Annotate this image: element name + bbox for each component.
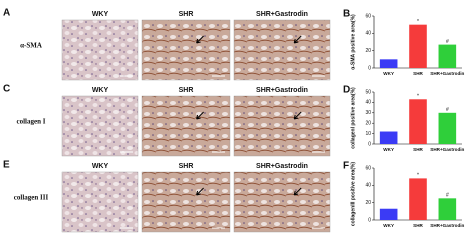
- arrow: [293, 111, 302, 120]
- y-tick-label: 0: [368, 141, 371, 147]
- micrograph: [233, 95, 331, 157]
- x-tick-label: WKY: [383, 147, 394, 152]
- panel-letter: D: [343, 85, 350, 96]
- y-tick-label: 40: [365, 183, 371, 189]
- significance-mark: *: [417, 94, 419, 100]
- bar: [409, 178, 427, 220]
- micrograph: [141, 171, 231, 233]
- y-tick-label: 20: [365, 121, 371, 127]
- panel-letter: F: [343, 161, 349, 172]
- bar: [409, 99, 427, 144]
- y-tick-label: 20: [365, 200, 371, 206]
- significance-mark: #: [446, 107, 449, 113]
- column-header: WKY: [92, 87, 109, 94]
- y-tick-label: 60: [365, 165, 371, 171]
- y-tick-label: 0: [368, 65, 371, 71]
- micrograph: [141, 19, 231, 81]
- y-axis-label: α-SMA positive area(%): [350, 14, 356, 70]
- row-label: collagen III: [14, 194, 49, 202]
- bar: [438, 112, 457, 144]
- bar: [438, 198, 457, 220]
- significance-mark: #: [446, 193, 449, 199]
- micrograph: [141, 95, 231, 157]
- x-tick-label: WKY: [383, 223, 394, 228]
- x-tick-label: SHR: [413, 71, 423, 76]
- column-header: SHR: [179, 163, 194, 170]
- x-tick-label: SHR: [413, 147, 423, 152]
- arrow: [196, 111, 204, 120]
- row-label: α-SMA: [20, 42, 42, 50]
- x-tick-label: SHR+Gastrodin: [430, 223, 464, 228]
- panel-letter: B: [343, 9, 350, 20]
- bar: [438, 44, 457, 68]
- column-header: SHR+Gastrodin: [256, 87, 308, 94]
- column-header: SHR+Gastrodin: [256, 11, 308, 18]
- y-tick-label: 30: [365, 110, 371, 116]
- column-header: SHR: [179, 11, 194, 18]
- bar: [379, 131, 398, 144]
- arrow: [196, 187, 204, 196]
- x-tick-label: SHR+Gastrodin: [430, 147, 464, 152]
- micrograph: [61, 19, 139, 81]
- y-axis-label: collagenIII positive area(%): [350, 162, 356, 227]
- column-header: SHR+Gastrodin: [256, 163, 308, 170]
- column-header: SHR: [179, 87, 194, 94]
- y-tick-label: 60: [365, 13, 371, 19]
- x-tick-label: SHR+Gastrodin: [430, 71, 464, 76]
- y-tick-label: 40: [365, 31, 371, 37]
- y-axis-label: collagenI positive area(%): [350, 87, 356, 149]
- micrograph: [233, 19, 331, 81]
- column-header: WKY: [92, 163, 109, 170]
- column-header: WKY: [92, 11, 109, 18]
- panel-letter: E: [3, 160, 10, 171]
- micrograph: [61, 171, 139, 233]
- x-tick-label: WKY: [383, 71, 394, 76]
- significance-mark: *: [417, 173, 419, 179]
- arrow: [196, 35, 204, 44]
- arrow: [293, 187, 302, 196]
- bar: [379, 59, 398, 68]
- y-tick-label: 20: [365, 48, 371, 54]
- bar: [409, 24, 427, 69]
- panel-letter: A: [3, 8, 10, 19]
- arrow: [293, 35, 302, 44]
- x-tick-label: SHR: [413, 223, 423, 228]
- y-tick-label: 50: [365, 89, 371, 95]
- micrograph: [233, 171, 331, 233]
- y-tick-label: 40: [365, 100, 371, 106]
- panel-letter: C: [3, 84, 10, 95]
- significance-mark: #: [446, 39, 449, 45]
- bar: [379, 208, 398, 220]
- micrograph: [61, 95, 139, 157]
- significance-mark: *: [417, 19, 419, 25]
- y-tick-label: 0: [368, 217, 371, 223]
- y-tick-label: 10: [365, 131, 371, 137]
- row-label: collagen I: [17, 118, 46, 126]
